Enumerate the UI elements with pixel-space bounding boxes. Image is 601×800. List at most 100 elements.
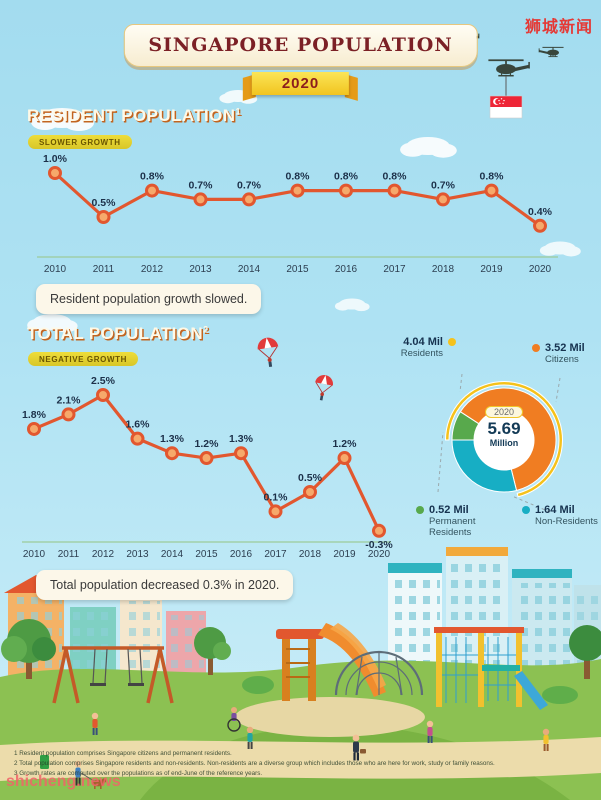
negative-growth-badge: NEGATIVE GROWTH [28, 352, 138, 366]
year-label: 2020 [529, 264, 552, 275]
year-label: 2013 [189, 264, 212, 275]
year-label: 2011 [58, 549, 80, 560]
year-label: 2014 [238, 264, 261, 275]
point-label: 0.8% [334, 171, 359, 183]
footnote-1: 1 Resident population comprises Singapor… [14, 750, 232, 757]
donut-leader-lines [437, 373, 561, 513]
resident-caption: Resident population growth slowed. [36, 284, 262, 314]
non-residents-name: Non-Residents [535, 515, 598, 527]
year-label: 2014 [161, 549, 184, 560]
point-label: 2.5% [91, 375, 116, 387]
point-label: 1.6% [126, 419, 151, 431]
data-point [339, 183, 353, 198]
point-label: 0.8% [140, 171, 165, 183]
dome-climber [334, 650, 424, 696]
year-label: 2011 [93, 264, 115, 275]
swing-set [52, 646, 174, 704]
year-label: 2010 [44, 264, 67, 275]
data-point [48, 166, 62, 180]
citizens-dot-icon [532, 344, 540, 352]
donut-total-unit: Million [489, 437, 519, 448]
point-label: 0.8% [383, 171, 408, 183]
data-point [372, 523, 386, 538]
donut-hole [474, 410, 534, 470]
point-label: 1.2% [333, 438, 358, 450]
data-point [268, 504, 283, 519]
watermark-top-right: 狮城新闻 [524, 19, 593, 36]
footnote-ref-2: 2 [203, 324, 209, 335]
person [91, 712, 99, 735]
donut-total-value: 5.69 [487, 419, 521, 438]
point-label: 1.3% [160, 433, 185, 445]
walkway [0, 737, 601, 781]
point-label: 1.3% [229, 433, 254, 445]
donut-year: 2020 [484, 406, 524, 418]
cloud-icon [334, 298, 370, 312]
title-banner: SINGAPORE POPULATION 2020 [123, 24, 478, 95]
residents-ring [444, 381, 563, 498]
residents-value: 4.04 Mil [403, 336, 443, 348]
total-heading-text: TOTAL POPULATION [27, 324, 204, 343]
population-donut-chart [437, 373, 563, 513]
year-label: 2018 [432, 264, 455, 275]
data-point [290, 183, 305, 198]
climbing-frame [434, 627, 548, 710]
data-point [337, 451, 352, 466]
watermark-bottom-left: shicheng.news [6, 773, 121, 790]
data-point [96, 388, 110, 402]
point-label: 0.7% [237, 179, 262, 191]
total-caption: Total population decreased 0.3% in 2020. [36, 570, 294, 600]
swings [90, 648, 144, 686]
person [246, 726, 254, 749]
non-residents-value: 1.64 Mil [535, 504, 575, 516]
data-point [533, 218, 547, 233]
tree [194, 627, 231, 675]
resident-growth-chart: 1.0% 2010 0.5% 2011 0.8% 2012 0.7% 2013 0.7% 2014… [37, 153, 558, 275]
slower-growth-badge: SLOWER GROWTH [28, 135, 132, 149]
footnote-3: 3 Growth rates are computed over the pop… [14, 769, 263, 777]
data-point [303, 485, 317, 499]
year-label: 2019 [480, 264, 503, 275]
data-point [145, 183, 159, 198]
point-label: 1.0% [43, 153, 68, 165]
citizens-label: 3.52 Mil Citizens [532, 342, 596, 366]
point-label: 0.7% [189, 179, 214, 191]
point-label: 0.8% [480, 171, 505, 183]
data-point [199, 451, 214, 466]
helicopter-icon [487, 59, 530, 77]
footnote-ref-1: 1 [235, 106, 241, 117]
year-label: 2012 [92, 549, 115, 560]
data-point [130, 431, 145, 446]
footnote-2: 2 Total population comprises Singapore r… [14, 759, 495, 767]
tree [1, 619, 56, 679]
year-label: 2015 [195, 549, 218, 560]
data-point [27, 421, 41, 436]
residents-name: Residents [400, 347, 443, 359]
year-label: 2020 [368, 549, 391, 560]
permanent-residents-name: Permanent Residents [429, 515, 476, 538]
year-label: 2018 [299, 549, 322, 560]
point-label: -0.3% [365, 539, 393, 551]
point-label: 0.7% [431, 179, 456, 191]
total-growth-chart: 1.8% 2010 2.1% 2011 2.5% 2012 1.6% 2013 1.3% 2014… [22, 375, 393, 560]
permanent-residents-label: 0.52 Mil Permanent Residents [416, 504, 500, 538]
year-label: 2016 [230, 549, 253, 560]
total-population-heading: TOTAL POPULATION2 [27, 324, 209, 344]
singapore-flag-icon [489, 95, 523, 119]
permanent-residents-value: 0.52 Mil [429, 504, 469, 516]
year-label: 2012 [141, 264, 164, 275]
year-banner: 2020 [251, 72, 350, 95]
dog-walker [74, 760, 107, 789]
page-title: SINGAPORE POPULATION [123, 24, 478, 67]
sand-pit [235, 697, 425, 737]
data-point [234, 446, 248, 461]
data-point [242, 192, 256, 207]
citizens-name: Citizens [545, 353, 579, 365]
playground-scene [0, 547, 601, 800]
point-label: 0.4% [528, 206, 553, 218]
residents-dot-icon [448, 338, 456, 346]
parachute-icon [255, 335, 282, 369]
permanent-residents-dot-icon [416, 506, 424, 514]
point-label: 0.5% [298, 472, 323, 484]
